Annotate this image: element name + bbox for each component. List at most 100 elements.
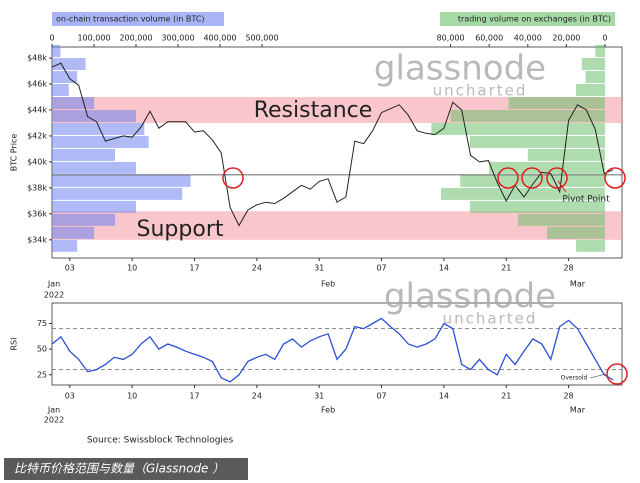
annotation: Oversold: [561, 375, 588, 382]
exchange-volume-bar: [508, 96, 605, 109]
x-tick-label: 03: [65, 264, 75, 273]
onchain-volume-bar: [52, 226, 94, 239]
band-label: Support: [137, 217, 224, 242]
watermark: uncharted: [443, 310, 538, 328]
y-tick-label: 25: [37, 370, 47, 379]
onchain-volume-bar: [52, 122, 145, 135]
pivot-arrow: [557, 180, 567, 193]
highlight-circle: [497, 167, 519, 189]
exchange-volume-bar: [527, 148, 605, 161]
onchain-axis-title: on-chain transaction volume (in BTC): [56, 15, 205, 24]
x-tick-label: 17: [189, 392, 199, 401]
x-tick-label: 10: [127, 264, 137, 273]
highlight-circle: [604, 167, 626, 189]
highlight-circle: [521, 167, 543, 189]
x-tick-label: 14: [439, 264, 449, 273]
exchange-tick-label: 0: [602, 34, 607, 43]
x-tick-label: 17: [189, 264, 199, 273]
y-tick-label: $44k: [27, 105, 47, 114]
onchain-volume-bar: [52, 109, 136, 122]
exchange-axis-title-bg: [440, 12, 615, 26]
pivot-label: Pivot Point: [562, 195, 610, 205]
month-label: Mar: [570, 406, 586, 415]
month-label: Feb: [321, 280, 335, 289]
exchange-volume-bar: [489, 161, 605, 174]
exchange-volume-bar: [450, 109, 605, 122]
exchange-volume-bar: [469, 135, 605, 148]
onchain-axis-title-bg: [52, 12, 224, 26]
exchange-tick-label: 60,000: [475, 34, 503, 43]
highlight-circle: [546, 167, 568, 189]
y-tick-label: $34k: [27, 235, 47, 244]
onchain-volume-bar: [52, 71, 78, 84]
y-axis-label: RSI: [10, 338, 19, 351]
exchange-volume-bar: [431, 122, 605, 135]
y-tick-label: $36k: [27, 209, 47, 218]
caption-bar: [4, 458, 248, 480]
month-label: Jan: [47, 406, 60, 415]
x-tick-label: 03: [65, 392, 75, 401]
x-tick-label: 28: [563, 264, 573, 273]
onchain-volume-bar: [52, 174, 191, 187]
exchange-volume-bar: [469, 200, 605, 213]
x-tick-label: 21: [501, 392, 511, 401]
exchange-volume-bar: [576, 239, 605, 252]
y-tick-label: $46k: [27, 80, 47, 89]
onchain-volume-bar: [52, 84, 69, 96]
exchange-volume-bar: [440, 187, 605, 200]
annotation-arrow: [589, 373, 607, 379]
x-tick-label: 28: [563, 392, 573, 401]
onchain-volume-bar: [52, 200, 136, 213]
series-line: [51, 62, 614, 227]
y-tick-label: $48k: [27, 54, 47, 63]
y-tick-label: 50: [37, 345, 47, 354]
y-tick-label: $38k: [27, 183, 47, 192]
onchain-volume-bar: [52, 161, 136, 174]
highlight-circle: [606, 363, 628, 385]
onchain-tick-label: 500,000: [245, 34, 278, 43]
watermark: glassnode: [374, 49, 546, 89]
onchain-volume-bar: [52, 45, 61, 58]
onchain-volume-bar: [52, 213, 115, 226]
exchange-volume-bar: [460, 174, 605, 187]
x-tick-label: 07: [376, 392, 386, 401]
onchain-tick-label: 0: [49, 34, 54, 43]
year-label: 2022: [44, 416, 64, 425]
watermark: glassnode: [384, 277, 556, 317]
onchain-volume-bar: [52, 148, 115, 161]
exchange-tick-label: 80,000: [437, 34, 465, 43]
x-tick-label: 24: [252, 264, 262, 273]
exchange-volume-bar: [518, 213, 605, 226]
onchain-volume-bar: [52, 135, 149, 148]
exchange-tick-label: 20,000: [552, 34, 580, 43]
onchain-tick-label: 100,000: [77, 34, 110, 43]
highlight-circle: [222, 167, 244, 189]
source: Source: Swissblock Technologies: [87, 436, 234, 446]
onchain-tick-label: 400,000: [203, 34, 236, 43]
onchain-tick-label: 200,000: [119, 34, 152, 43]
y-tick-label: 75: [37, 319, 47, 328]
chart-layer: on-chain transaction volume (in BTC) trad…: [10, 12, 622, 425]
exchange-volume-bar: [547, 226, 605, 239]
exchange-volume-bar: [595, 45, 605, 58]
y-tick-label: $40k: [27, 157, 47, 166]
year-label: 2022: [44, 291, 64, 300]
onchain-volume-bar: [52, 187, 183, 200]
x-tick-label: 21: [501, 264, 511, 273]
exchange-tick-label: 40,000: [514, 34, 542, 43]
band-label: Resistance: [254, 98, 373, 123]
month-label: Mar: [570, 280, 586, 289]
onchain-tick-label: 300,000: [161, 34, 194, 43]
series-line: [51, 317, 614, 383]
onchain-volume-bar: [52, 239, 78, 252]
exchange-volume-bar: [581, 58, 605, 71]
watermark: uncharted: [433, 82, 528, 100]
y-axis-label: BTC Price: [10, 134, 19, 172]
x-tick-label: 31: [314, 264, 324, 273]
month-label: Jan: [47, 280, 60, 289]
exchange-volume-bar: [576, 84, 605, 96]
x-tick-label: 07: [376, 264, 386, 273]
month-label: Feb: [321, 406, 335, 415]
